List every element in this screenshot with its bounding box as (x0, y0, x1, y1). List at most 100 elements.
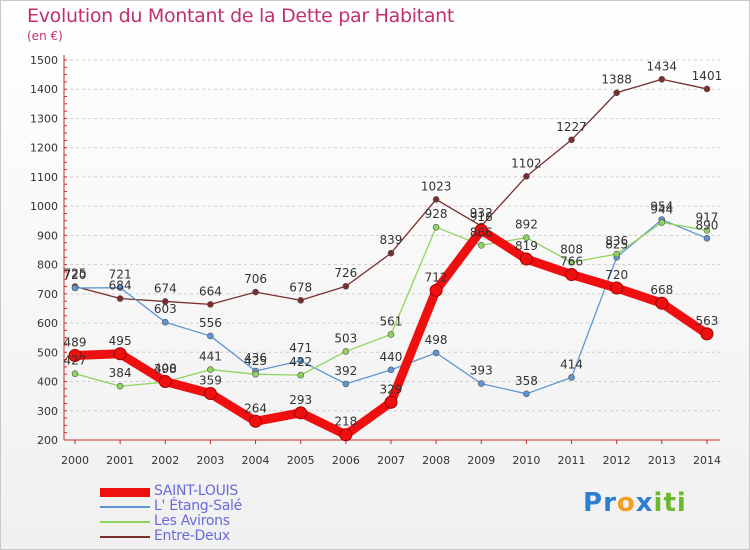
data-label: 928 (425, 207, 448, 221)
data-label: 684 (109, 279, 132, 293)
data-point (161, 298, 169, 305)
x-tick-label: 2004 (242, 454, 270, 467)
logo-letter: t (663, 488, 677, 518)
legend-swatch (100, 506, 150, 508)
data-point (432, 196, 440, 203)
data-point (523, 173, 530, 180)
x-tick-label: 2012 (603, 454, 631, 467)
data-label: 498 (425, 333, 448, 347)
data-point (387, 331, 395, 338)
data-point (477, 380, 485, 387)
logo-letter: i (653, 488, 664, 518)
chart-title: Evolution du Montant de la Dette par Hab… (27, 5, 455, 27)
data-label: 932 (470, 206, 493, 220)
proxiti-logo: Proxiti (583, 488, 687, 518)
y-tick-label: 400 (37, 376, 58, 389)
logo-letter: i (676, 488, 687, 518)
data-label: 422 (289, 355, 312, 369)
data-label: 1388 (601, 73, 632, 87)
data-label: 866 (470, 225, 493, 239)
y-tick-label: 300 (37, 405, 58, 418)
x-tick-label: 2000 (61, 454, 89, 467)
data-point (68, 349, 82, 363)
data-label: 1401 (692, 69, 723, 83)
data-label: 264 (244, 401, 267, 415)
y-tick-label: 500 (37, 346, 58, 359)
data-point (568, 374, 575, 381)
data-point (207, 366, 214, 373)
data-point (297, 371, 305, 379)
y-tick-label: 1500 (30, 54, 58, 67)
y-tick-label: 1300 (30, 112, 58, 125)
data-point (565, 268, 579, 282)
data-label: 808 (560, 242, 583, 256)
data-label: 393 (470, 364, 493, 378)
y-tick-label: 200 (37, 434, 58, 447)
y-tick-label: 1200 (30, 142, 58, 155)
data-label: 721 (109, 268, 132, 282)
data-label: 425 (244, 354, 267, 368)
x-tick-label: 2006 (332, 454, 360, 467)
data-label: 674 (154, 281, 177, 295)
data-point (568, 136, 575, 144)
data-point (339, 428, 353, 442)
data-label: 944 (650, 203, 673, 217)
data-label: 471 (289, 341, 312, 355)
legend-label: Les Avirons (154, 513, 230, 529)
data-label: 825 (605, 237, 628, 251)
data-label: 358 (515, 374, 538, 388)
y-tick-label: 1400 (30, 83, 58, 96)
data-label: 720 (64, 268, 87, 282)
x-tick-label: 2001 (106, 454, 134, 467)
x-tick-label: 2010 (512, 454, 540, 467)
data-point (384, 395, 398, 409)
data-label: 414 (560, 357, 583, 371)
data-label: 293 (289, 393, 312, 407)
data-label: 427 (64, 354, 87, 368)
data-point (432, 223, 440, 231)
legend-label: SAINT-LOUIS (154, 483, 238, 499)
data-point (71, 370, 79, 377)
data-label: 1227 (556, 120, 587, 134)
data-label: 954 (650, 200, 673, 214)
data-label: 917 (696, 210, 719, 224)
data-label: 218 (334, 415, 357, 429)
data-label: 664 (199, 284, 222, 298)
y-tick-label: 1000 (30, 200, 58, 213)
x-tick-label: 2003 (196, 454, 224, 467)
data-label: 329 (380, 382, 403, 396)
x-tick-label: 2014 (693, 454, 721, 467)
logo-letter: x (635, 488, 654, 518)
data-label: 892 (515, 218, 538, 232)
y-tick-label: 1100 (30, 171, 58, 184)
data-point (703, 85, 711, 93)
data-label: 384 (109, 366, 132, 380)
logo-letter: P (583, 488, 604, 518)
data-point (655, 296, 669, 310)
data-label: 918 (470, 210, 493, 224)
data-label: 712 (425, 270, 448, 284)
data-label: 392 (334, 364, 357, 378)
legend-label: Entre-Deux (154, 528, 230, 544)
logo-letter: r (603, 488, 617, 518)
data-label: 489 (64, 336, 87, 350)
data-label: 890 (696, 218, 719, 232)
data-label: 1023 (421, 179, 452, 193)
legend-swatch (100, 536, 150, 538)
data-point (610, 281, 624, 295)
data-point (297, 296, 305, 304)
data-point (116, 284, 124, 292)
data-label: 720 (605, 268, 628, 282)
data-label: 603 (154, 302, 177, 316)
data-point (387, 249, 395, 257)
data-label: 436 (244, 351, 267, 365)
data-label: 678 (289, 280, 312, 294)
data-point (342, 380, 350, 388)
data-label: 556 (199, 316, 222, 330)
data-point (207, 301, 214, 308)
data-label: 359 (199, 374, 222, 388)
y-tick-label: 600 (37, 317, 58, 330)
data-point (477, 242, 485, 249)
